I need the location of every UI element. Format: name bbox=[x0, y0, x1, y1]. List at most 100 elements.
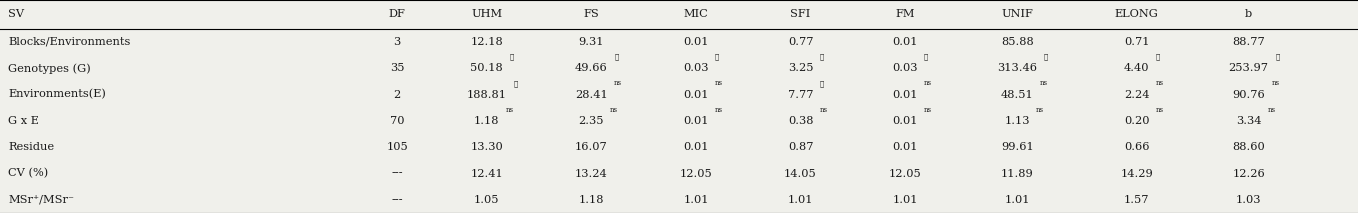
Text: 48.51: 48.51 bbox=[1001, 89, 1033, 99]
Text: ★: ★ bbox=[819, 79, 823, 87]
Text: 88.60: 88.60 bbox=[1232, 142, 1266, 152]
Text: 12.41: 12.41 bbox=[470, 168, 504, 178]
Text: 70: 70 bbox=[390, 116, 405, 126]
Text: ★: ★ bbox=[509, 53, 513, 61]
Text: 1.18: 1.18 bbox=[579, 195, 604, 205]
Text: 1.01: 1.01 bbox=[683, 195, 709, 205]
Text: G x E: G x E bbox=[8, 116, 39, 126]
Text: Residue: Residue bbox=[8, 142, 54, 152]
Text: CV (%): CV (%) bbox=[8, 168, 49, 179]
Text: 253.97: 253.97 bbox=[1229, 63, 1268, 73]
Text: ns: ns bbox=[1156, 105, 1164, 114]
Text: ns: ns bbox=[1156, 79, 1164, 87]
Text: DF: DF bbox=[388, 9, 406, 19]
Text: ns: ns bbox=[923, 105, 932, 114]
Text: 13.24: 13.24 bbox=[574, 168, 608, 178]
Text: 90.76: 90.76 bbox=[1232, 89, 1266, 99]
Text: 2.24: 2.24 bbox=[1124, 89, 1149, 99]
Text: 88.77: 88.77 bbox=[1232, 37, 1266, 47]
Text: 0.77: 0.77 bbox=[788, 37, 813, 47]
Text: 85.88: 85.88 bbox=[1001, 37, 1033, 47]
Text: ns: ns bbox=[1271, 79, 1279, 87]
Text: 35: 35 bbox=[390, 63, 405, 73]
Text: ns: ns bbox=[1267, 105, 1275, 114]
Text: UHM: UHM bbox=[471, 9, 502, 19]
Text: ★: ★ bbox=[1275, 53, 1279, 61]
Text: 0.71: 0.71 bbox=[1124, 37, 1149, 47]
Text: 12.18: 12.18 bbox=[470, 37, 504, 47]
Text: 0.03: 0.03 bbox=[892, 63, 918, 73]
Text: 16.07: 16.07 bbox=[574, 142, 608, 152]
Text: ns: ns bbox=[1040, 79, 1048, 87]
Text: 1.01: 1.01 bbox=[892, 195, 918, 205]
Text: 3: 3 bbox=[394, 37, 401, 47]
Text: 13.30: 13.30 bbox=[470, 142, 504, 152]
Text: 0.03: 0.03 bbox=[683, 63, 709, 73]
Text: MIC: MIC bbox=[683, 9, 709, 19]
Text: 1.03: 1.03 bbox=[1236, 195, 1262, 205]
Text: ELONG: ELONG bbox=[1115, 9, 1158, 19]
Text: 1.01: 1.01 bbox=[1005, 195, 1029, 205]
Text: 0.20: 0.20 bbox=[1124, 116, 1149, 126]
Text: 0.01: 0.01 bbox=[683, 142, 709, 152]
Text: Genotypes (G): Genotypes (G) bbox=[8, 63, 91, 73]
Text: 49.66: 49.66 bbox=[574, 63, 608, 73]
Text: ★: ★ bbox=[819, 53, 823, 61]
Text: FM: FM bbox=[895, 9, 915, 19]
Text: 1.05: 1.05 bbox=[474, 195, 500, 205]
Text: 50.18: 50.18 bbox=[470, 63, 504, 73]
Text: FS: FS bbox=[584, 9, 599, 19]
Text: 1.57: 1.57 bbox=[1124, 195, 1149, 205]
Text: Environments(E): Environments(E) bbox=[8, 89, 106, 100]
Text: 313.46: 313.46 bbox=[997, 63, 1038, 73]
Text: 12.05: 12.05 bbox=[888, 168, 922, 178]
Text: 105: 105 bbox=[386, 142, 409, 152]
Text: MSr⁺/MSr⁻: MSr⁺/MSr⁻ bbox=[8, 195, 75, 205]
Text: ★: ★ bbox=[1156, 53, 1160, 61]
Text: 14.29: 14.29 bbox=[1120, 168, 1153, 178]
Text: b: b bbox=[1245, 9, 1252, 19]
Text: UNIF: UNIF bbox=[1001, 9, 1033, 19]
Text: 2.35: 2.35 bbox=[579, 116, 604, 126]
Text: ns: ns bbox=[714, 105, 722, 114]
Text: 1.18: 1.18 bbox=[474, 116, 500, 126]
Text: 12.05: 12.05 bbox=[679, 168, 713, 178]
Text: ns: ns bbox=[819, 105, 827, 114]
Text: ★: ★ bbox=[1044, 53, 1048, 61]
Text: 0.01: 0.01 bbox=[683, 89, 709, 99]
Text: 0.01: 0.01 bbox=[892, 116, 918, 126]
Text: 0.01: 0.01 bbox=[892, 89, 918, 99]
Text: ns: ns bbox=[923, 79, 932, 87]
Text: ns: ns bbox=[610, 105, 618, 114]
Text: ★: ★ bbox=[513, 79, 517, 87]
Text: 9.31: 9.31 bbox=[579, 37, 604, 47]
Text: 99.61: 99.61 bbox=[1001, 142, 1033, 152]
Text: ★: ★ bbox=[923, 53, 928, 61]
Text: 0.01: 0.01 bbox=[683, 37, 709, 47]
Text: 28.41: 28.41 bbox=[574, 89, 608, 99]
Text: 4.40: 4.40 bbox=[1124, 63, 1149, 73]
Text: 12.26: 12.26 bbox=[1232, 168, 1266, 178]
Text: ns: ns bbox=[614, 79, 622, 87]
Text: ★: ★ bbox=[714, 53, 718, 61]
Text: ns: ns bbox=[714, 79, 722, 87]
Text: 2: 2 bbox=[394, 89, 401, 99]
Text: 3.25: 3.25 bbox=[788, 63, 813, 73]
Text: 1.13: 1.13 bbox=[1005, 116, 1029, 126]
Text: 0.01: 0.01 bbox=[892, 142, 918, 152]
Text: 7.77: 7.77 bbox=[788, 89, 813, 99]
Text: 0.87: 0.87 bbox=[788, 142, 813, 152]
Text: 0.66: 0.66 bbox=[1124, 142, 1149, 152]
Text: ★: ★ bbox=[614, 53, 618, 61]
Text: ---: --- bbox=[391, 168, 403, 178]
Text: 3.34: 3.34 bbox=[1236, 116, 1262, 126]
Text: ns: ns bbox=[505, 105, 513, 114]
Text: 0.38: 0.38 bbox=[788, 116, 813, 126]
Text: SV: SV bbox=[8, 9, 24, 19]
Text: 0.01: 0.01 bbox=[892, 37, 918, 47]
Text: 0.01: 0.01 bbox=[683, 116, 709, 126]
Text: ns: ns bbox=[1036, 105, 1044, 114]
Text: 14.05: 14.05 bbox=[784, 168, 818, 178]
Text: SFI: SFI bbox=[790, 9, 811, 19]
Text: Blocks/Environments: Blocks/Environments bbox=[8, 37, 130, 47]
